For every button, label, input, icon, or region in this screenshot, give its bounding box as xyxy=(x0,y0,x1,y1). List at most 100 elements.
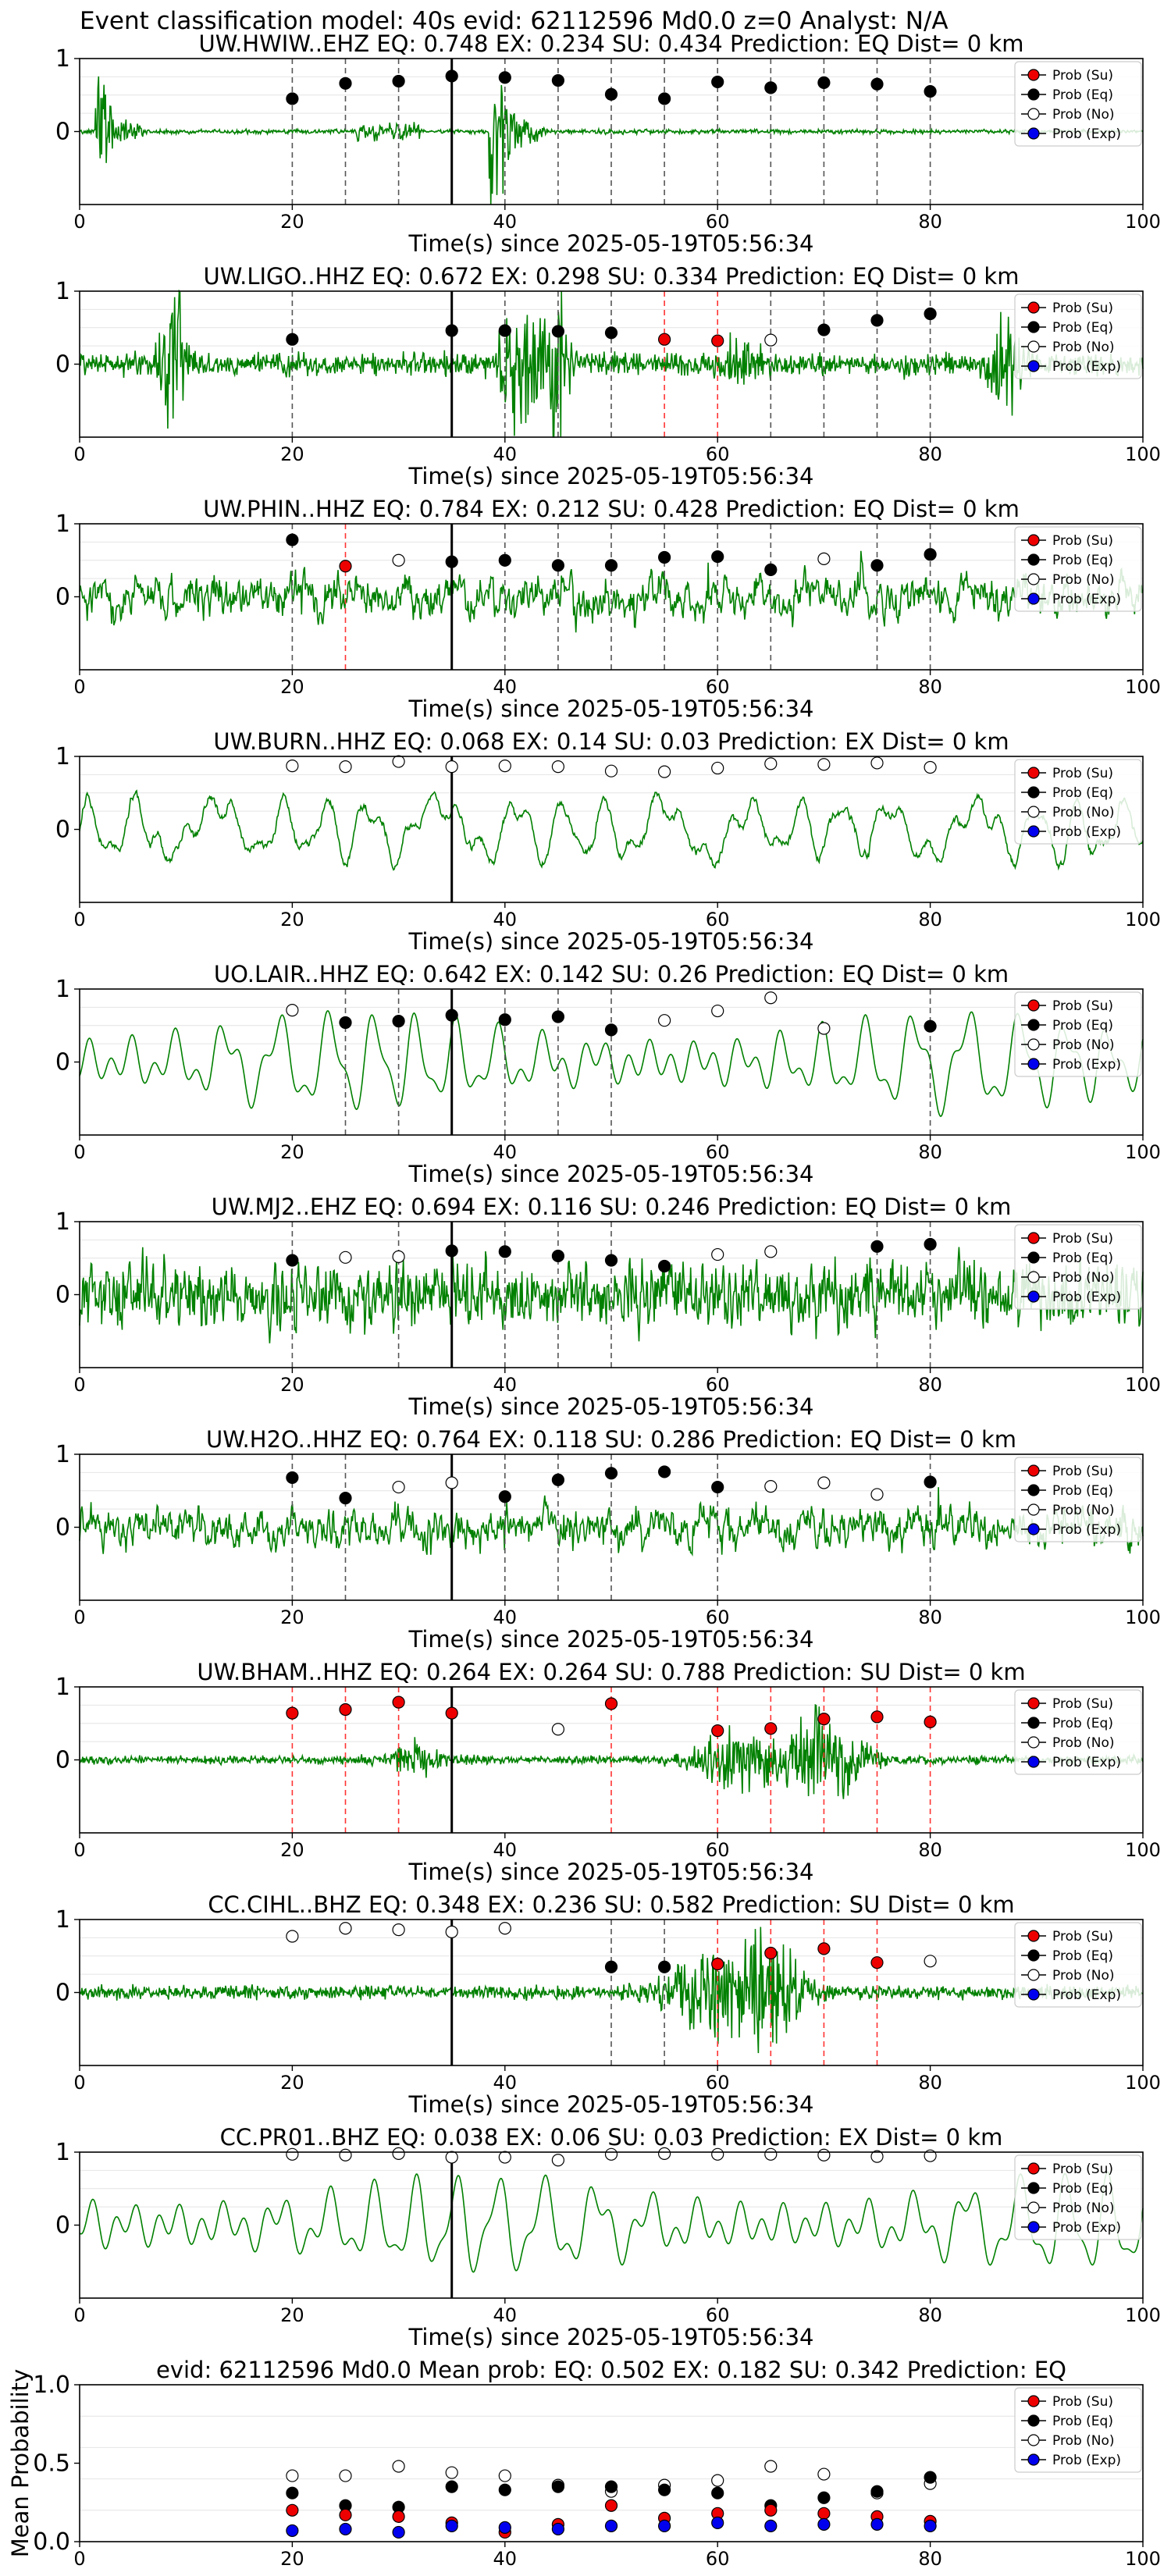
legend-label: Prob (No) xyxy=(1052,340,1115,355)
mean-prob-point-no xyxy=(817,2467,831,2481)
prob-point-no xyxy=(392,1480,405,1494)
mean-prob-point-no xyxy=(286,2469,299,2482)
legend-marker-no xyxy=(1027,108,1040,120)
prob-point-no xyxy=(551,760,565,774)
mean-prob-point-exp xyxy=(392,2525,405,2539)
prob-point-no xyxy=(286,1004,299,1017)
prob-point-eq xyxy=(551,73,565,87)
x-tick-label: 80 xyxy=(918,676,942,698)
legend-box xyxy=(1014,1224,1142,1310)
prob-point-no xyxy=(870,1488,884,1501)
x-tick-label: 0 xyxy=(73,211,85,233)
prob-point-eq xyxy=(498,324,511,337)
prob-point-eq xyxy=(817,323,831,336)
legend-label: Prob (Eq) xyxy=(1052,1716,1113,1731)
chart-title: UW.BURN..HHZ EQ: 0.068 EX: 0.14 SU: 0.03… xyxy=(213,728,1009,755)
prob-point-eq xyxy=(445,1009,458,1022)
x-axis-label: Time(s) since 2025-05-19T05:56:34 xyxy=(408,696,814,722)
legend-box xyxy=(1014,61,1142,147)
x-tick-label: 80 xyxy=(918,909,942,930)
prob-point-no xyxy=(604,2147,618,2161)
prob-point-eq xyxy=(498,71,511,84)
prob-point-no xyxy=(817,1476,831,1489)
panels: UW.HWIW..EHZ EQ: 0.748 EX: 0.234 SU: 0.4… xyxy=(7,30,1161,2570)
x-tick-label: 40 xyxy=(493,211,518,233)
mean-prob-point-exp xyxy=(764,2519,778,2532)
prob-point-no xyxy=(817,758,831,771)
legend-label: Prob (No) xyxy=(1052,1037,1115,1053)
legend-label: Prob (No) xyxy=(1052,1503,1115,1518)
x-tick-label: 0 xyxy=(73,2304,85,2326)
prob-point-eq xyxy=(657,1960,671,1973)
legend-label: Prob (Su) xyxy=(1052,766,1113,781)
x-tick-label: 100 xyxy=(1125,443,1161,465)
x-axis-label: Time(s) since 2025-05-19T05:56:34 xyxy=(408,1393,814,1420)
prob-point-eq xyxy=(286,333,299,346)
legend-marker-eq xyxy=(1027,1717,1040,1729)
legend-marker-exp xyxy=(1027,1756,1040,1768)
chart-title: UW.H2O..HHZ EQ: 0.764 EX: 0.118 SU: 0.28… xyxy=(206,1426,1016,1453)
legend-marker-eq xyxy=(1027,2182,1040,2194)
mean-prob-point-eq xyxy=(551,2480,565,2493)
chart-title: UW.HWIW..EHZ EQ: 0.748 EX: 0.234 SU: 0.4… xyxy=(199,30,1024,57)
mean-prob-point-su xyxy=(392,2510,405,2523)
prob-point-su xyxy=(764,1946,778,1960)
mean-prob-point-exp xyxy=(924,2519,937,2532)
x-tick-label: 60 xyxy=(706,2072,730,2094)
mean-prob-point-su xyxy=(604,2499,618,2512)
legend-marker-su xyxy=(1027,1232,1040,1244)
x-tick-label: 60 xyxy=(706,211,730,233)
legend-label: Prob (Su) xyxy=(1052,2161,1113,2177)
legend-label: Prob (No) xyxy=(1052,1968,1115,1984)
legend-label: Prob (Eq) xyxy=(1052,2414,1113,2429)
prob-point-su xyxy=(339,1703,352,1717)
x-tick-label: 40 xyxy=(493,2304,518,2326)
legend-label: Prob (Exp) xyxy=(1052,824,1121,840)
prob-point-eq xyxy=(657,1259,671,1273)
legend-marker-no xyxy=(1027,1038,1040,1051)
prob-point-no xyxy=(711,761,724,775)
x-tick-label: 60 xyxy=(706,1606,730,1628)
mean-prob-point-exp xyxy=(339,2522,352,2536)
prob-point-eq xyxy=(392,1015,405,1028)
x-tick-label: 40 xyxy=(493,1606,518,1628)
legend-marker-su xyxy=(1027,1930,1040,1942)
mean-prob-point-exp xyxy=(286,2524,299,2538)
y-tick-label: 1 xyxy=(55,1208,70,1236)
legend-box xyxy=(1014,991,1142,1077)
prob-point-no xyxy=(764,757,778,770)
x-tick-label: 20 xyxy=(280,1374,304,1396)
prob-point-eq xyxy=(604,1023,618,1037)
x-tick-label: 20 xyxy=(280,1839,304,1861)
prob-point-eq xyxy=(604,326,618,340)
x-tick-label: 0 xyxy=(73,443,85,465)
prob-point-no xyxy=(339,760,352,774)
y-tick-label: 0 xyxy=(55,1980,70,2007)
legend-label: Prob (No) xyxy=(1052,2433,1115,2449)
y-tick-label: 0 xyxy=(55,119,70,146)
prob-point-eq xyxy=(711,550,724,564)
x-tick-label: 0 xyxy=(73,1141,85,1163)
prob-point-su xyxy=(711,1724,724,1738)
x-tick-label: 0 xyxy=(73,909,85,930)
summary-chart: evid: 62112596 Md0.0 Mean prob: EQ: 0.50… xyxy=(7,2357,1161,2570)
x-axis-label: Time(s) since 2025-05-19T05:56:34 xyxy=(408,463,814,489)
chart-title: CC.PR01..BHZ EQ: 0.038 EX: 0.06 SU: 0.03… xyxy=(220,2124,1003,2151)
legend-marker-su xyxy=(1027,767,1040,779)
station-chart-3: UW.BURN..HHZ EQ: 0.068 EX: 0.14 SU: 0.03… xyxy=(55,728,1161,955)
prob-point-eq xyxy=(498,1013,511,1026)
prob-point-no xyxy=(711,1004,724,1018)
prob-point-eq xyxy=(764,563,778,577)
x-tick-label: 80 xyxy=(918,1606,942,1628)
legend-marker-exp xyxy=(1027,1523,1040,1535)
legend-marker-su xyxy=(1027,999,1040,1012)
x-tick-label: 80 xyxy=(918,2072,942,2094)
legend-marker-su xyxy=(1027,1697,1040,1710)
mean-prob-point-eq xyxy=(711,2486,724,2500)
prob-point-no xyxy=(870,756,884,770)
mean-prob-point-no xyxy=(764,2460,778,2473)
legend-label: Prob (No) xyxy=(1052,805,1115,820)
prob-point-eq xyxy=(445,555,458,568)
prob-point-eq xyxy=(445,69,458,83)
legend-box xyxy=(1014,526,1142,612)
